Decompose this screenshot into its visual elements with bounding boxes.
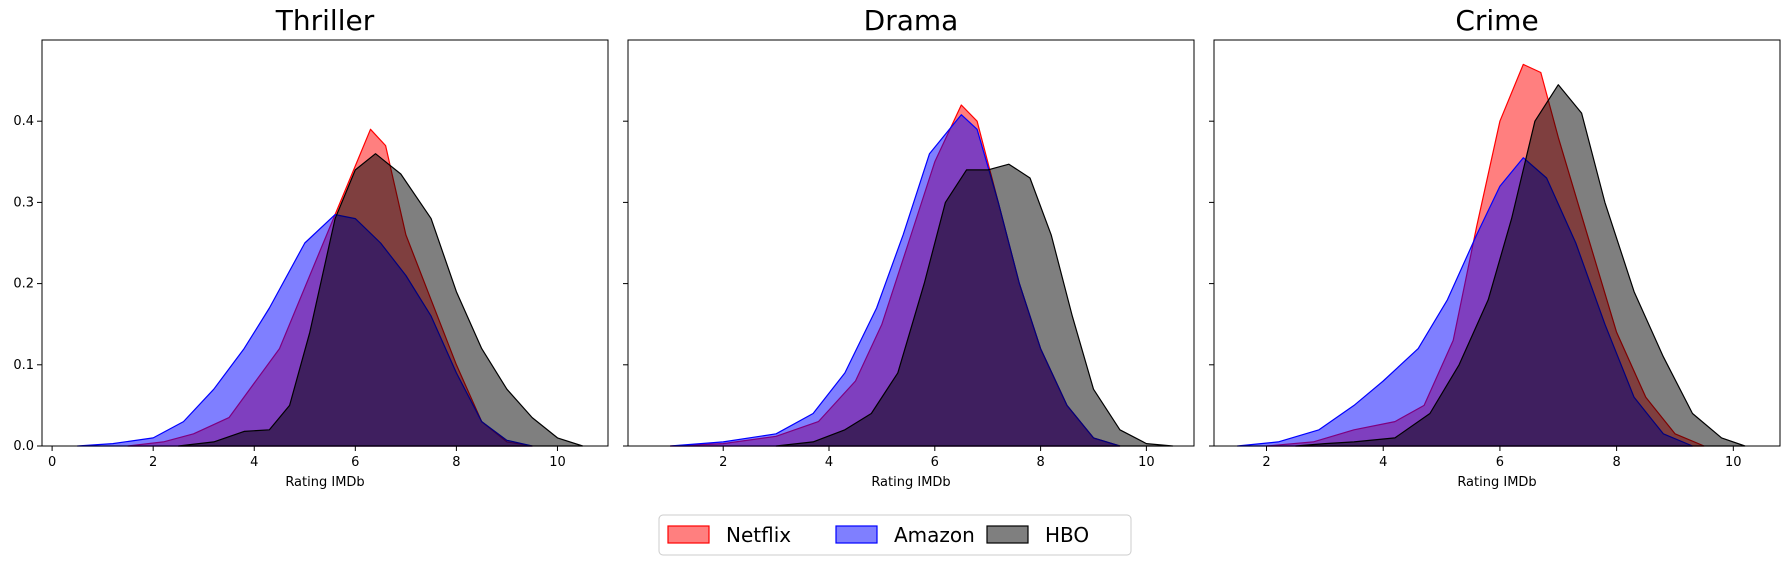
- x-axis-label: Rating IMDb: [285, 475, 364, 490]
- axes-frame: [627, 39, 1195, 447]
- panel-crime: 2 4 6 8 10 Crime Rating IMDb: [1209, 4, 1781, 490]
- legend: Netflix Amazon HBO: [658, 514, 1132, 556]
- legend-swatch-hbo: [986, 525, 1029, 544]
- x-tick-label: 10: [1725, 455, 1742, 470]
- x-axis-label: Rating IMDb: [1457, 475, 1536, 490]
- x-axis-label: Rating IMDb: [871, 475, 950, 490]
- panel-thriller: 0 2 4 6 8 10 0.0 0.1 0.2 0.3 0.4 Thriller Rating IMD…: [13, 4, 609, 490]
- y-tick-label: 0.0: [13, 439, 34, 454]
- x-tick-label: 8: [1612, 455, 1620, 470]
- density-hbo: [1295, 84, 1746, 447]
- x-tick-label: 8: [452, 455, 460, 470]
- x-tick-label: 6: [931, 455, 939, 470]
- legend-label-hbo: HBO: [1045, 523, 1089, 547]
- x-tick-label: 6: [1496, 455, 1504, 470]
- panel-title: Drama: [864, 4, 959, 37]
- x-tick-label: 4: [250, 455, 258, 470]
- x-tick-label: 8: [1036, 455, 1044, 470]
- y-tick-label: 0.4: [13, 114, 34, 129]
- x-tick-label: 4: [1379, 455, 1387, 470]
- y-tick-label: 0.1: [13, 358, 34, 373]
- legend-label-amazon: Amazon: [894, 523, 975, 547]
- y-tick-label: 0.3: [13, 195, 34, 210]
- x-tick-label: 2: [1262, 455, 1270, 470]
- x-tick-label: 0: [48, 455, 56, 470]
- legend-label-netflix: Netflix: [726, 523, 791, 547]
- axes-frame: [41, 39, 609, 447]
- density-hbo: [177, 153, 584, 447]
- y-tick-label: 0.2: [13, 277, 34, 292]
- x-tick-label: 4: [825, 455, 833, 470]
- x-tick-label: 2: [149, 455, 157, 470]
- x-tick-label: 10: [549, 455, 566, 470]
- panel-title: Thriller: [275, 4, 375, 37]
- x-tick-label: 6: [351, 455, 359, 470]
- x-tick-label: 10: [1138, 455, 1155, 470]
- legend-swatch-amazon: [835, 525, 878, 544]
- axes-frame: [1213, 39, 1781, 447]
- legend-swatch-netflix: [667, 525, 710, 544]
- x-tick-label: 2: [719, 455, 727, 470]
- legend-box: [658, 514, 1132, 556]
- panel-title: Crime: [1455, 4, 1538, 37]
- density-hbo: [775, 163, 1174, 447]
- panel-drama: 2 4 6 8 10 Drama Rating IMDb: [623, 4, 1195, 490]
